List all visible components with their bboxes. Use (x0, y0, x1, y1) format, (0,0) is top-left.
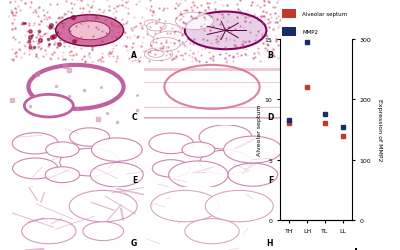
Circle shape (149, 134, 194, 154)
Text: Alveolar septum: Alveolar septum (302, 12, 348, 17)
Text: D: D (267, 113, 273, 122)
Y-axis label: Alveolar septum: Alveolar septum (257, 104, 262, 156)
Circle shape (28, 66, 124, 110)
Circle shape (70, 128, 110, 147)
Text: A: A (131, 50, 137, 59)
Circle shape (169, 161, 228, 189)
Circle shape (185, 219, 239, 244)
Y-axis label: Expression of MMP2: Expression of MMP2 (378, 99, 382, 161)
FancyBboxPatch shape (282, 28, 296, 36)
FancyBboxPatch shape (282, 10, 296, 19)
Text: MMP2: MMP2 (302, 30, 318, 35)
Text: B: B (268, 50, 273, 59)
Circle shape (150, 38, 180, 52)
Circle shape (148, 51, 164, 58)
Circle shape (45, 167, 80, 183)
Circle shape (153, 32, 187, 48)
Circle shape (90, 163, 143, 187)
Text: F: F (268, 176, 273, 184)
Circle shape (144, 48, 173, 62)
Circle shape (60, 149, 120, 176)
Circle shape (151, 190, 219, 222)
Circle shape (176, 13, 214, 30)
Circle shape (200, 150, 252, 174)
Circle shape (144, 21, 160, 28)
Circle shape (185, 12, 266, 50)
Circle shape (69, 190, 137, 222)
Circle shape (12, 158, 58, 179)
Circle shape (224, 136, 282, 164)
Text: H: H (267, 238, 273, 247)
Circle shape (146, 23, 166, 32)
Circle shape (56, 16, 124, 47)
Circle shape (228, 164, 278, 186)
Circle shape (147, 24, 181, 40)
Circle shape (164, 66, 260, 110)
Circle shape (199, 125, 252, 150)
Circle shape (182, 142, 215, 158)
Circle shape (22, 219, 76, 244)
Text: I: I (354, 247, 358, 250)
Circle shape (83, 222, 124, 240)
Circle shape (205, 190, 273, 222)
Circle shape (12, 133, 58, 154)
Circle shape (46, 142, 79, 158)
Circle shape (24, 95, 73, 118)
Text: E: E (132, 176, 137, 184)
Circle shape (152, 160, 190, 178)
Circle shape (92, 138, 142, 162)
Text: G: G (131, 238, 137, 247)
Circle shape (69, 22, 110, 40)
Text: C: C (132, 113, 137, 122)
